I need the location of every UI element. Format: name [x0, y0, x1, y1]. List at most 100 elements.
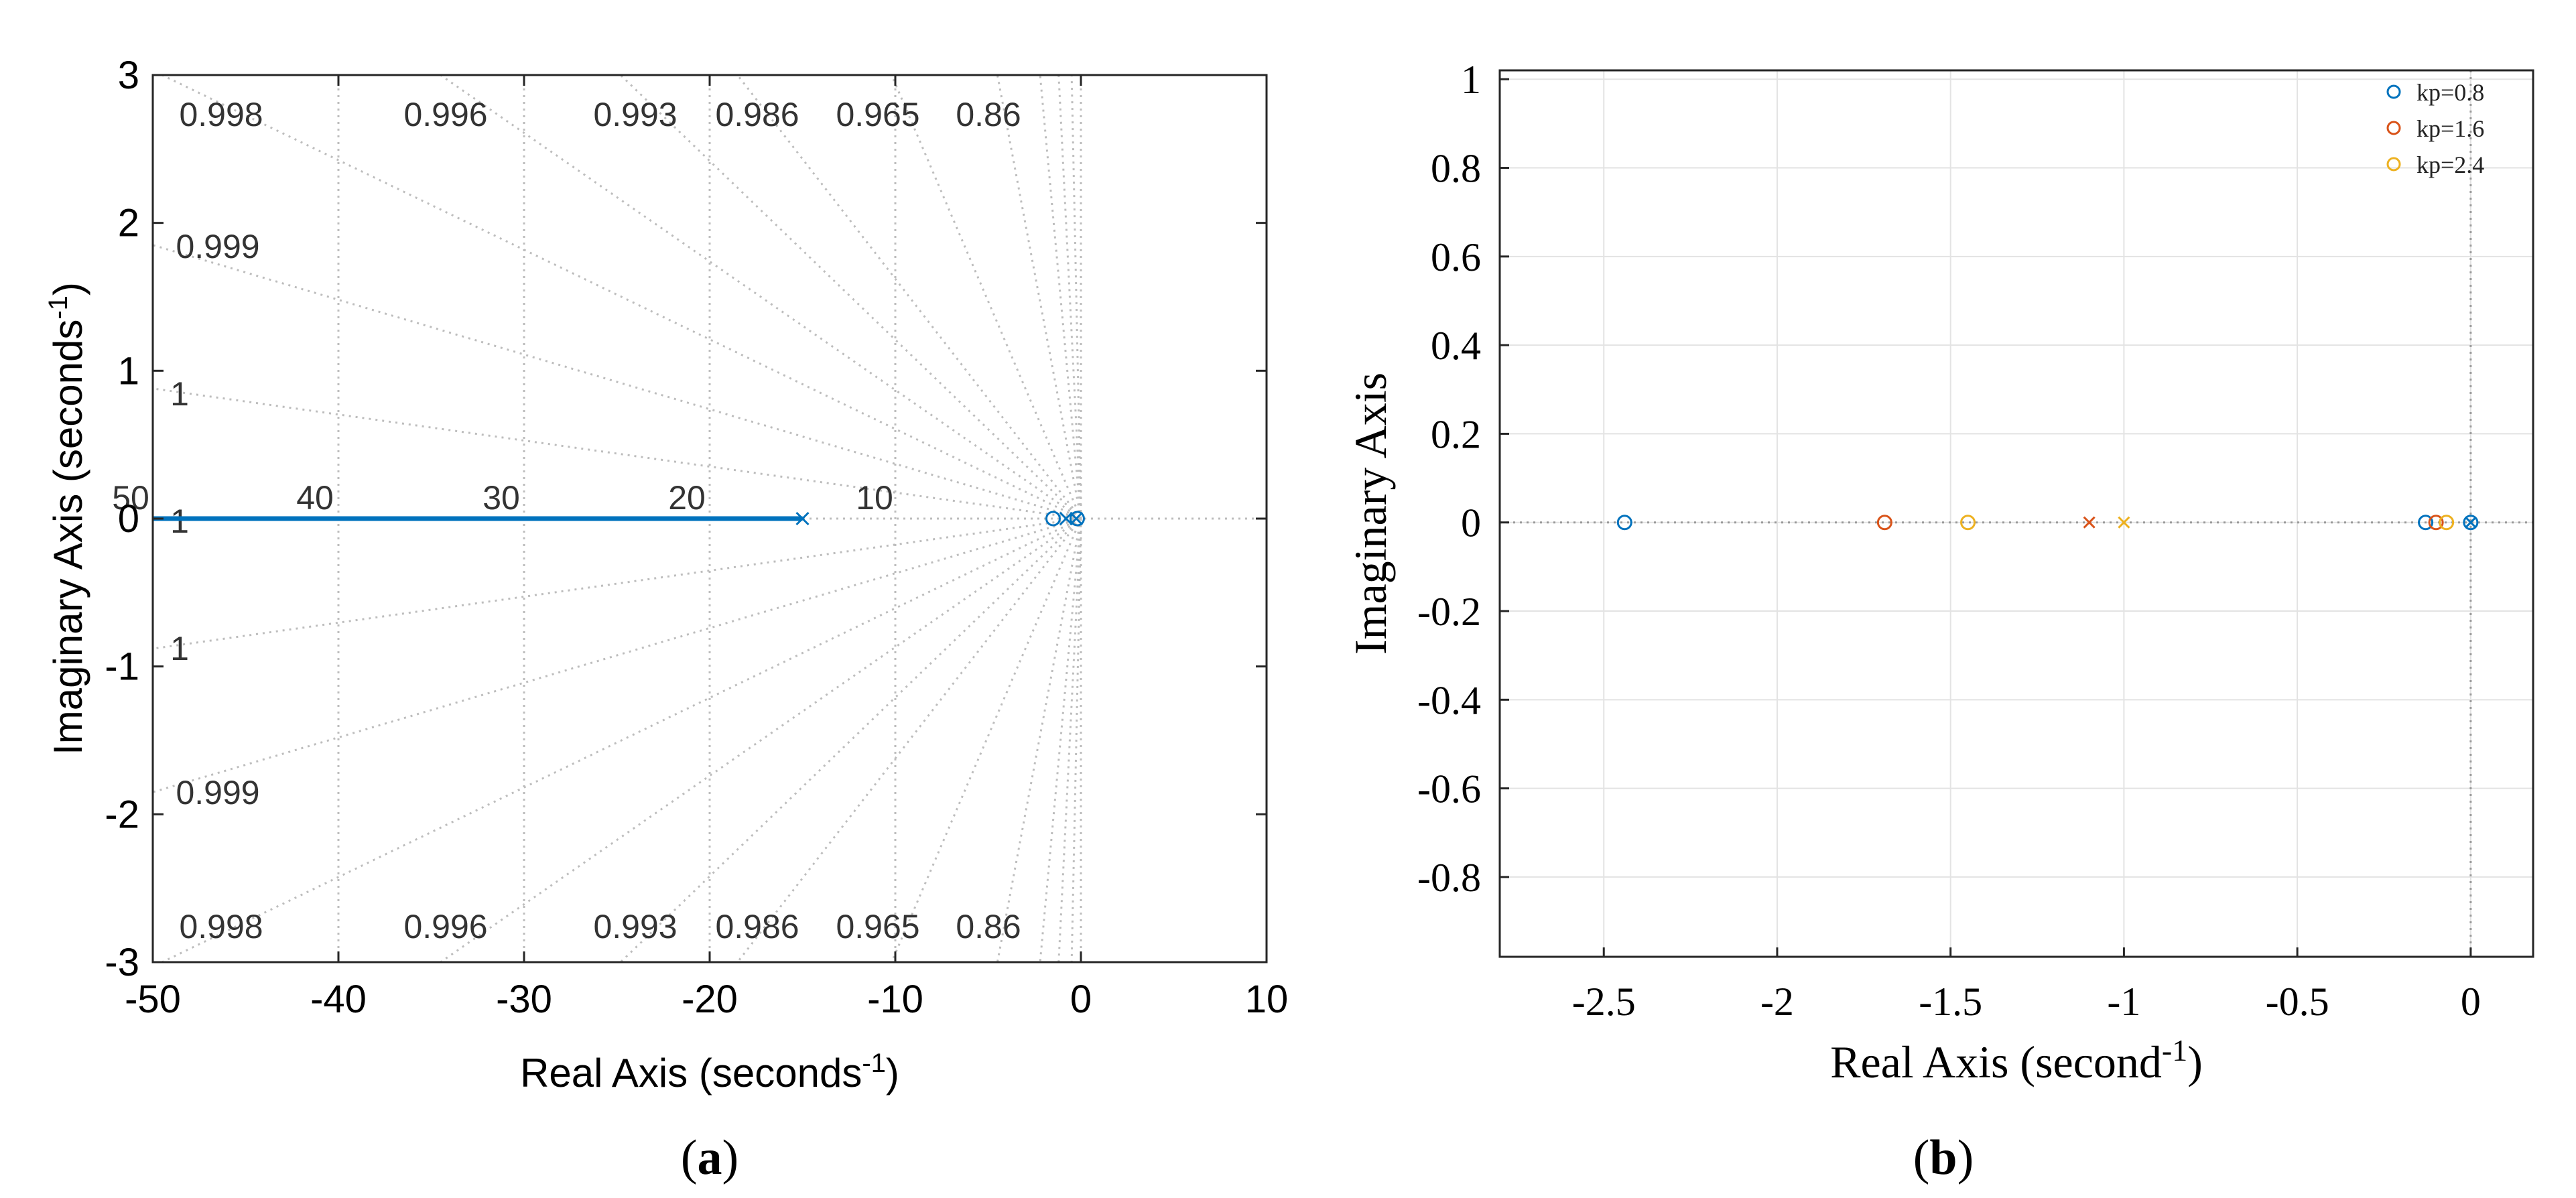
x-tick-label-a: 10 [1245, 978, 1289, 1021]
x-axis-label-a: Real Axis (seconds-1) [520, 1049, 899, 1095]
damping-ray-upper-4 [890, 75, 1082, 519]
y-tick-label-a: 3 [118, 54, 139, 97]
y-axis-label-a: Imaginary Axis (seconds-1) [44, 282, 90, 755]
y-tick-label-a: -1 [105, 645, 139, 689]
legend-marker-kp=1.6 [2386, 121, 2401, 135]
damping-label-bottom: 0.993 [593, 908, 677, 945]
zero-marker-kp=0.8 [2463, 515, 2479, 531]
y-tick-label-b: -0.8 [1417, 856, 1481, 900]
y-tick-label-b: 0.2 [1431, 412, 1481, 456]
damping-ray-lower-extra-0 [1039, 518, 1082, 962]
natural-frequency-label: 20 [668, 479, 706, 517]
pole-marker-kp=1.6-stroke-2 [2083, 516, 2096, 529]
legend-marker-kp=0.8 [2386, 84, 2401, 99]
panel-b: -2.5 -2 -1.5 -1 -0.5 0 1 0.8 0.6 0.4 0.2 0 -0.2 -0.4 -… [1345, 58, 2534, 1185]
caption-a-close: ) [722, 1130, 739, 1185]
damping-label-lower-left: 0.999 [176, 774, 259, 811]
caption-b-letter: b [1929, 1130, 1957, 1185]
y-tick-label-b: 0 [1461, 501, 1481, 545]
x-tick-label-b: -1 [2107, 980, 2140, 1024]
damping-label-top: 0.993 [593, 96, 677, 133]
zero-marker-kp=0.8 [2418, 515, 2434, 531]
zero-marker-kp=2.4 [1960, 515, 1976, 531]
zero-marker-kp=1.6 [1876, 515, 1892, 531]
damping-label-top: 0.965 [836, 96, 919, 133]
caption-a-letter: a [698, 1130, 722, 1185]
damping-label-top: 0.86 [956, 96, 1021, 133]
x-tick-label-b: -1.5 [1919, 980, 1982, 1024]
caption-b: (b) [1913, 1130, 1974, 1185]
x-tick-label-a: -20 [682, 978, 738, 1021]
pole-marker-kp=2.4-stroke-2 [2118, 516, 2130, 529]
y-tick-label-a: -2 [105, 793, 139, 836]
y-tick-label-b: -0.2 [1417, 590, 1481, 634]
caption-b-open: ( [1913, 1130, 1930, 1185]
caption-a: (a) [681, 1130, 738, 1185]
caption-a-open: ( [681, 1130, 698, 1185]
x-tick-label-a: 0 [1070, 978, 1092, 1021]
damping-label-bottom: 0.986 [715, 908, 799, 945]
zero-marker-kp=0.8 [1616, 515, 1632, 531]
x-axis-label-b-close: ) [2187, 1037, 2203, 1087]
damping-ray-lower-1 [438, 517, 1082, 962]
y-axis-label-a-main: Imaginary Axis (seconds [46, 320, 90, 755]
damping-label-bottom: 0.965 [836, 908, 919, 945]
x-tick-label-a: -40 [310, 978, 367, 1021]
pole-marker [795, 511, 810, 526]
x-axis-label-b-main: Real Axis (second [1830, 1037, 2162, 1087]
pole-marker-kp=2.4 [2118, 516, 2130, 529]
y-tick-label-b: -0.4 [1417, 678, 1481, 722]
damping-label-center-one: 1 [170, 503, 189, 540]
damping-ray-lower-4 [890, 518, 1082, 962]
x-tick-label-b: -2 [1760, 980, 1794, 1024]
panel-a: 0.998 0.998 0.996 0.996 0.993 0.993 0.986 0.986… [44, 54, 1289, 1185]
x-axis-label-a-close: ) [886, 1051, 899, 1095]
damping-label-top: 0.996 [403, 96, 487, 133]
pole-marker-stroke-2 [795, 511, 810, 526]
pole-marker-kp=1.6 [2083, 516, 2096, 529]
caption-b-close: ) [1957, 1130, 1974, 1185]
damping-label-bottom: 0.86 [956, 908, 1021, 945]
y-tick-label-a: 1 [118, 349, 139, 393]
x-tick-label-b: -2.5 [1572, 980, 1636, 1024]
damping-label-bottom: 0.998 [179, 908, 263, 945]
x-tick-label-b: -0.5 [2266, 980, 2329, 1024]
legend-marker-kp=2.4 [2386, 157, 2401, 172]
damping-label-top: 0.998 [179, 96, 263, 133]
zero-marker-kp=2.4 [2439, 515, 2455, 531]
pole-marker-kp=0.8-stroke-2 [2464, 516, 2477, 529]
x-tick-label-b: 0 [2461, 980, 2481, 1024]
damping-ray-upper-1 [438, 75, 1082, 520]
pole-marker-kp=0.8 [2464, 516, 2477, 529]
plot-b-frame [1498, 69, 2534, 958]
y-tick-label-b: 0.8 [1431, 147, 1481, 191]
x-axis-label-b: Real Axis (second-1) [1830, 1033, 2203, 1088]
damping-ray-upper-extra-1 [1057, 75, 1082, 519]
legend-label: kp=0.8 [2417, 79, 2484, 106]
pole-marker [1059, 511, 1073, 526]
x-tick-label-a: -30 [496, 978, 552, 1021]
y-tick-label-b: -0.6 [1417, 767, 1481, 811]
damping-label-upper-left: 0.999 [176, 228, 259, 265]
natural-frequency-label: 30 [482, 479, 520, 517]
y-tick-label-b: 1 [1461, 58, 1481, 102]
y-tick-label-a: 0 [118, 497, 139, 541]
damping-label-bottom: 0.996 [403, 908, 487, 945]
damping-label-lower-one: 1 [170, 630, 189, 667]
y-tick-label-b: 0.4 [1431, 324, 1481, 368]
x-axis-label-a-sup: -1 [862, 1049, 886, 1078]
natural-frequency-label: 50 [112, 479, 149, 517]
zero-marker [1069, 511, 1085, 527]
pole-marker-stroke-2 [1059, 511, 1073, 526]
damping-label-upper-one: 1 [170, 375, 189, 413]
y-axis-label-b: Imaginary Axis [1345, 373, 1396, 655]
legend-label: kp=1.6 [2417, 115, 2484, 142]
y-tick-label-a: -3 [105, 941, 139, 984]
legend-label: kp=2.4 [2417, 151, 2484, 178]
x-tick-label-a: -10 [867, 978, 923, 1021]
x-axis-label-b-sup: -1 [2162, 1033, 2187, 1067]
y-tick-label-a: 2 [118, 202, 139, 245]
y-axis-label-a-sup: -1 [44, 295, 73, 320]
damping-ray-upper-extra-0 [1039, 75, 1082, 519]
